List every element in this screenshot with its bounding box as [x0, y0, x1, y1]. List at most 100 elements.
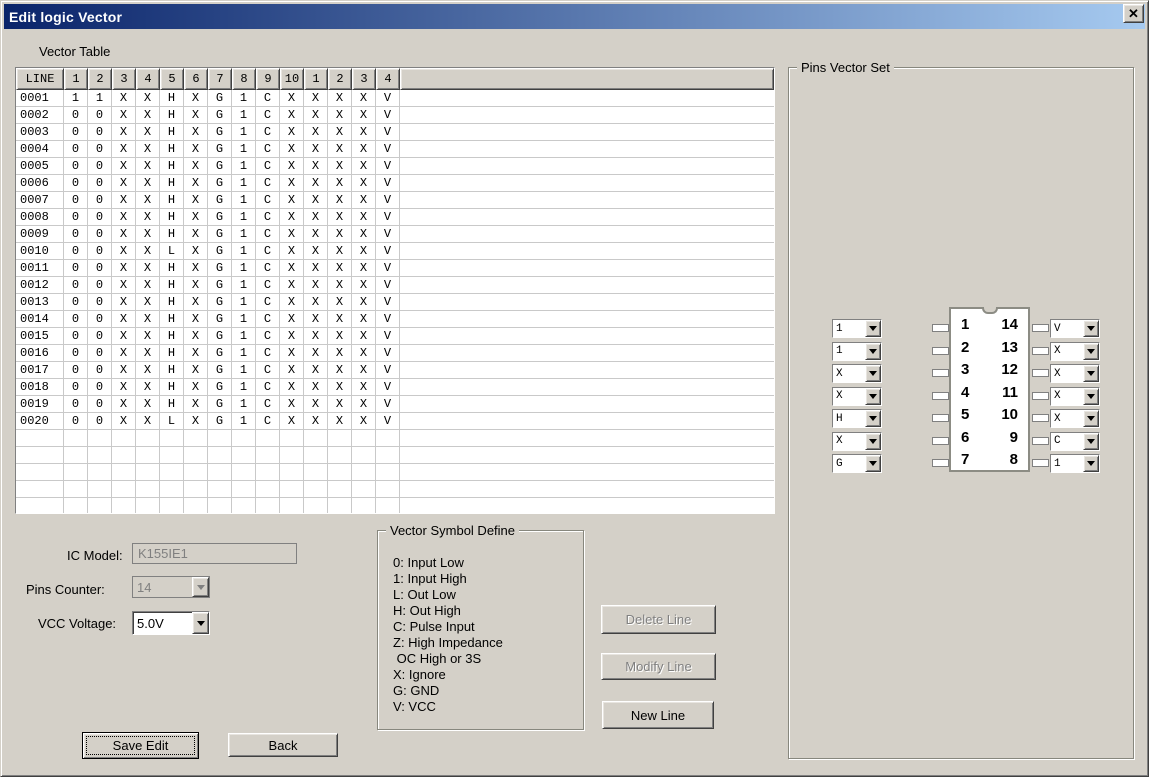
column-header[interactable]: 10: [280, 68, 304, 90]
right-pin-9-dropdown[interactable]: C: [1050, 431, 1100, 451]
close-button[interactable]: ✕: [1123, 4, 1144, 23]
table-row[interactable]: 0003 0 0 X X H X G 1 C X X X X V: [16, 124, 774, 141]
vector-cell: [376, 481, 400, 497]
table-row[interactable]: 0017 0 0 X X H X G 1 C X X X X V: [16, 362, 774, 379]
table-row[interactable]: 0011 0 0 X X H X G 1 C X X X X V: [16, 260, 774, 277]
table-row[interactable]: 0020 0 0 X X L X G 1 C X X X X V: [16, 413, 774, 430]
vector-cell: G: [208, 396, 232, 412]
left-pin-1-dropdown[interactable]: 1: [832, 319, 882, 338]
column-header[interactable]: 6: [184, 68, 208, 90]
save-edit-button[interactable]: Save Edit: [82, 732, 199, 759]
column-header[interactable]: 1: [64, 68, 88, 90]
table-row[interactable]: 0015 0 0 X X H X G 1 C X X X X V: [16, 328, 774, 345]
vector-cell: 0: [88, 294, 112, 310]
vector-cell: H: [160, 311, 184, 327]
column-header[interactable]: LINE: [16, 68, 64, 90]
table-row[interactable]: 0014 0 0 X X H X G 1 C X X X X V: [16, 311, 774, 328]
pin-lead-icon: [932, 391, 949, 400]
vector-cell: 0: [64, 362, 88, 378]
delete-line-button: Delete Line: [601, 605, 716, 634]
right-pin-12-dropdown[interactable]: X: [1050, 364, 1100, 383]
column-header[interactable]: 2: [328, 68, 352, 90]
table-row[interactable]: 0019 0 0 X X H X G 1 C X X X X V: [16, 396, 774, 413]
table-row[interactable]: [16, 430, 774, 447]
line-number-cell: 0013: [16, 294, 64, 310]
table-row[interactable]: 0006 0 0 X X H X G 1 C X X X X V: [16, 175, 774, 192]
table-row[interactable]: 0016 0 0 X X H X G 1 C X X X X V: [16, 345, 774, 362]
line-number-cell: 0002: [16, 107, 64, 123]
right-pin-8-dropdown[interactable]: 1: [1050, 454, 1100, 473]
column-header[interactable]: 8: [232, 68, 256, 90]
column-header[interactable]: 4: [136, 68, 160, 90]
new-line-button[interactable]: New Line: [602, 701, 714, 729]
left-pin-5-dropdown[interactable]: H: [832, 409, 882, 428]
vector-cell: C: [256, 379, 280, 395]
vector-cell: C: [256, 124, 280, 140]
table-row[interactable]: [16, 498, 774, 513]
table-row[interactable]: 0008 0 0 X X H X G 1 C X X X X V: [16, 209, 774, 226]
dropdown-arrow-icon[interactable]: [865, 342, 881, 360]
pin-6-value: X: [833, 432, 865, 450]
dropdown-arrow-icon[interactable]: [1083, 365, 1099, 382]
dropdown-arrow-icon[interactable]: [1083, 455, 1099, 472]
column-header[interactable]: 3: [352, 68, 376, 90]
dropdown-arrow-icon[interactable]: [865, 432, 881, 450]
column-header[interactable]: 2: [88, 68, 112, 90]
vcc-voltage-dropdown[interactable]: 5.0V: [132, 611, 210, 635]
table-row[interactable]: [16, 464, 774, 481]
table-row[interactable]: 0009 0 0 X X H X G 1 C X X X X V: [16, 226, 774, 243]
right-pin-10-dropdown[interactable]: X: [1050, 409, 1100, 428]
table-row[interactable]: 0002 0 0 X X H X G 1 C X X X X V: [16, 107, 774, 124]
row-filler: [400, 328, 774, 344]
line-number-cell: 0006: [16, 175, 64, 191]
left-pin-2-dropdown[interactable]: 1: [832, 341, 882, 361]
left-pin-4-dropdown[interactable]: X: [832, 386, 882, 406]
table-row[interactable]: [16, 481, 774, 498]
vcc-voltage-dropdown-arrow-icon[interactable]: [192, 612, 209, 634]
column-header[interactable]: 4: [376, 68, 400, 90]
dropdown-arrow-icon[interactable]: [865, 365, 881, 382]
vector-cell: [232, 464, 256, 480]
table-row[interactable]: 0013 0 0 X X H X G 1 C X X X X V: [16, 294, 774, 311]
column-header[interactable]: 5: [160, 68, 184, 90]
right-pin-11-dropdown[interactable]: X: [1050, 386, 1100, 406]
row-filler: [400, 226, 774, 242]
dropdown-arrow-icon[interactable]: [1083, 432, 1099, 450]
right-pin-13-dropdown[interactable]: X: [1050, 341, 1100, 361]
dropdown-arrow-icon[interactable]: [1083, 342, 1099, 360]
table-row[interactable]: 0005 0 0 X X H X G 1 C X X X X V: [16, 158, 774, 175]
column-header[interactable]: 3: [112, 68, 136, 90]
back-button[interactable]: Back: [228, 733, 338, 757]
table-row[interactable]: 0010 0 0 X X L X G 1 C X X X X V: [16, 243, 774, 260]
dropdown-arrow-icon[interactable]: [1083, 320, 1099, 337]
column-header[interactable]: 7: [208, 68, 232, 90]
table-row[interactable]: [16, 447, 774, 464]
vector-cell: X: [184, 311, 208, 327]
table-row[interactable]: 0001 1 1 X X H X G 1 C X X X X V: [16, 90, 774, 107]
left-pin-6-dropdown[interactable]: X: [832, 431, 882, 451]
column-header[interactable]: 1: [304, 68, 328, 90]
dropdown-arrow-icon[interactable]: [1083, 410, 1099, 427]
row-filler: [400, 192, 774, 208]
vector-cell: H: [160, 277, 184, 293]
dropdown-arrow-icon[interactable]: [1083, 387, 1099, 405]
table-row[interactable]: 0018 0 0 X X H X G 1 C X X X X V: [16, 379, 774, 396]
left-pin-3-dropdown[interactable]: X: [832, 364, 882, 383]
dropdown-arrow-icon[interactable]: [865, 320, 881, 337]
pin-lead-icon: [932, 346, 949, 355]
table-row[interactable]: 0007 0 0 X X H X G 1 C X X X X V: [16, 192, 774, 209]
dropdown-arrow-icon[interactable]: [865, 410, 881, 427]
vector-cell: X: [136, 413, 160, 429]
left-pin-7-dropdown[interactable]: G: [832, 454, 882, 473]
right-pin-14-dropdown[interactable]: V: [1050, 319, 1100, 338]
dropdown-arrow-icon[interactable]: [865, 455, 881, 472]
chip-pin-number: 13: [1001, 338, 1018, 356]
vector-cell: [88, 481, 112, 497]
table-row[interactable]: 0012 0 0 X X H X G 1 C X X X X V: [16, 277, 774, 294]
line-number-cell: 0017: [16, 362, 64, 378]
line-number-cell: 0004: [16, 141, 64, 157]
column-header[interactable]: 9: [256, 68, 280, 90]
dropdown-arrow-icon[interactable]: [865, 387, 881, 405]
table-row[interactable]: 0004 0 0 X X H X G 1 C X X X X V: [16, 141, 774, 158]
vector-cell: [88, 464, 112, 480]
